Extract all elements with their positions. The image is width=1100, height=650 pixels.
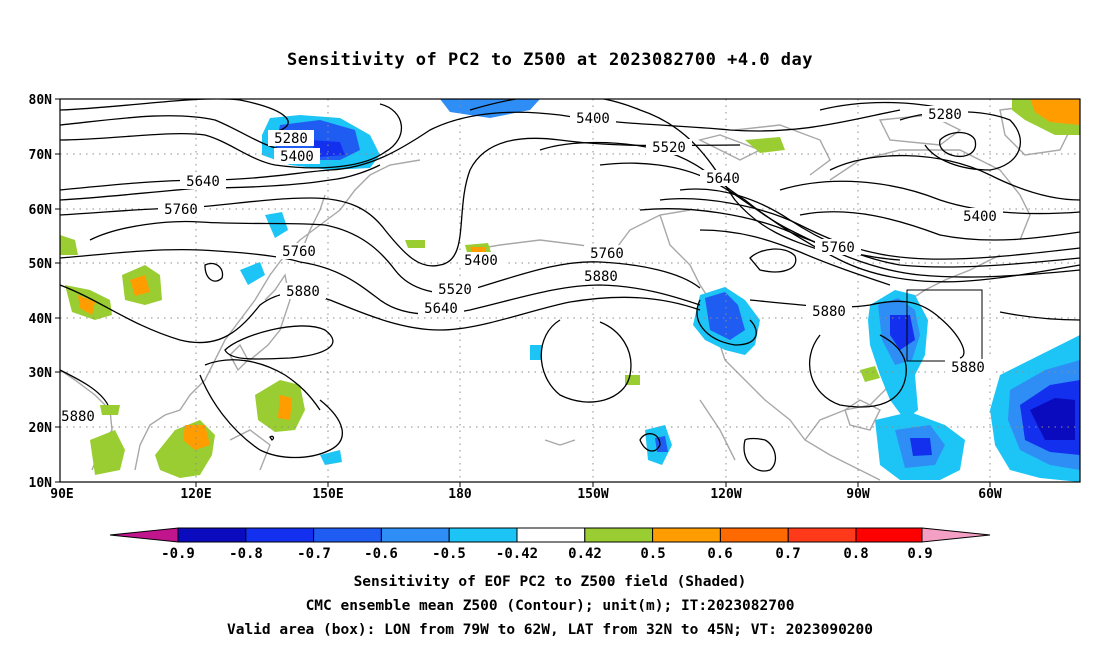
colorbar-label: 0.8 [843,546,868,562]
contour-label: 5760 [821,240,855,256]
caption-valid-area: Valid area (box): LON from 79W to 62W, L… [226,622,873,638]
lon-label: 150E [312,487,343,502]
lon-label: 60W [978,487,1002,502]
contour-label: 5520 [438,282,472,298]
colorbar-cell [787,527,857,543]
colorbar-cell [719,527,789,543]
colorbar-label: 0.7 [775,546,800,562]
colorbar-label: -0.8 [229,546,263,562]
colorbar [109,527,991,543]
colorbar-label: 0.9 [907,546,932,562]
colorbar-cell [584,527,654,543]
contour-label: 5400 [464,253,498,269]
colorbar-cell [855,527,923,543]
colorbar-high-triangle [921,527,991,543]
colorbar-cell [313,527,382,543]
contour-label: 5640 [424,301,458,317]
lat-label: 40N [29,312,53,327]
colorbar-cell [448,527,518,543]
map-title: Sensitivity of PC2 to Z500 at 2023082700… [286,50,813,70]
contour-label: 5760 [590,246,624,262]
colorbar-label: -0.42 [496,546,538,562]
contour-label: 5760 [282,244,316,260]
lat-label: 20N [29,421,53,436]
colorbar-label: -0.6 [364,546,398,562]
contour-label: 5880 [951,360,985,376]
contour-label: 5280 [928,107,962,123]
contour-label: 5880 [812,304,846,320]
colorbar-label: -0.7 [297,546,331,562]
contour-label: 5640 [186,174,220,190]
lat-label: 60N [29,203,53,218]
lat-label: 70N [29,148,53,163]
lon-label: 150W [577,487,608,502]
contour-label: 5880 [286,284,320,300]
lon-label: 180 [448,487,472,502]
gridlines [60,99,1080,482]
contour-label: 5880 [61,409,95,425]
colorbar-label: 0.6 [707,546,732,562]
valid-area-box [906,289,983,362]
plot-frame [59,98,1081,483]
colorbar-label: -0.9 [161,546,195,562]
colorbar-cell [380,527,450,543]
lon-label: 120E [180,487,211,502]
contour-label: 5520 [652,140,686,156]
lat-label: 30N [29,366,53,381]
contour-label: 5400 [963,209,997,225]
caption-contour: CMC ensemble mean Z500 (Contour); unit(m… [305,598,795,614]
lon-label: 90E [50,487,73,502]
lon-label: 120W [710,487,741,502]
lat-label: 80N [29,93,53,108]
contour-label: 5640 [706,171,740,187]
colorbar-low-triangle [109,527,179,543]
colorbar-cell [177,527,247,543]
contour-label: 5880 [584,269,618,285]
contour-label: 5400 [280,149,314,165]
contour-label: 5400 [576,111,610,127]
lat-label: 10N [29,476,53,491]
sensitivity-shading [60,99,1080,482]
contour-label: 5760 [164,202,198,218]
colorbar-label: 0.42 [568,546,602,562]
colorbar-cell [245,527,315,543]
colorbar-cell [516,527,586,543]
colorbar-cell [652,527,721,543]
lat-label: 50N [29,257,53,272]
z500-contours [60,99,1080,472]
caption-shading: Sensitivity of EOF PC2 to Z500 field (Sh… [353,574,747,590]
contour-label: 5280 [274,131,308,147]
colorbar-label: -0.5 [432,546,466,562]
lon-label: 90W [846,487,870,502]
colorbar-label: 0.5 [640,546,665,562]
